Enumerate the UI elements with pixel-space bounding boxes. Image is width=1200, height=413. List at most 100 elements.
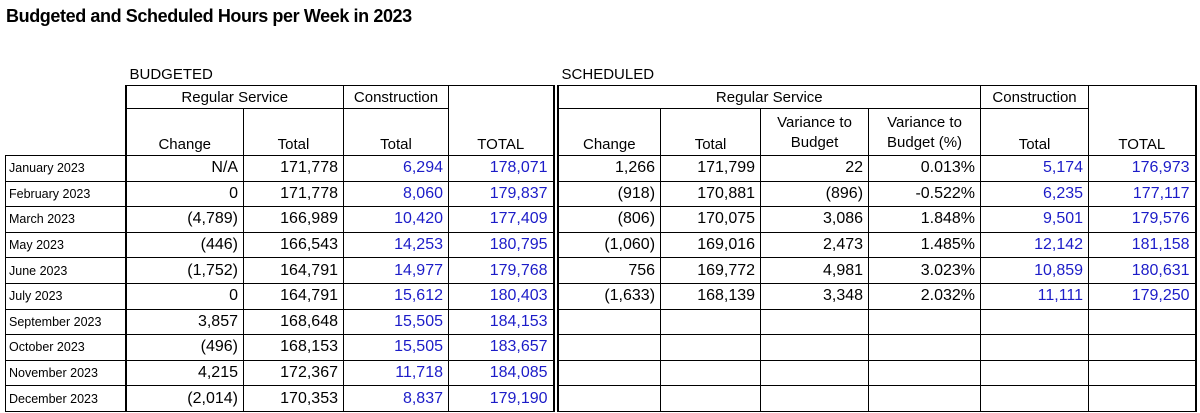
hours-table: BUDGETED SCHEDULED Regular Service Const…: [5, 56, 1197, 412]
budgeted-cell: 10,420: [343, 206, 449, 233]
scheduled-cell: [868, 359, 982, 387]
title: Budgeted and Scheduled Hours per Week in…: [6, 6, 412, 26]
month-label: December 2023: [5, 385, 126, 412]
scheduled-cell: [868, 334, 982, 361]
scheduled-cell: 756: [556, 257, 662, 284]
scheduled-cell: 10,859: [980, 257, 1090, 284]
budgeted-cell: 3,857: [124, 308, 244, 336]
scheduled-cell: (806): [556, 206, 662, 233]
scheduled-cell: (1,633): [556, 282, 662, 310]
budgeted-cell: 184,153: [447, 308, 555, 336]
column-header: Total: [243, 108, 344, 156]
month-label: September 2023: [5, 308, 126, 336]
budgeted-cell: 179,190: [447, 385, 555, 412]
budgeted-cell: 6,294: [343, 155, 449, 182]
data-row: December 2023 (2,014) 170,353 8,837 179,190: [5, 385, 1197, 412]
scheduled-cell: 170,075: [660, 206, 762, 233]
budgeted-cell: 15,505: [343, 334, 449, 361]
month-label: January 2023: [5, 155, 126, 182]
column-header: Total: [343, 108, 449, 156]
scheduled-cell: [660, 359, 762, 387]
budgeted-cell: 14,253: [343, 231, 449, 259]
budgeted-cell: 14,977: [343, 257, 449, 284]
group-header: Construction: [980, 85, 1090, 109]
scheduled-cell: 12,142: [980, 231, 1090, 259]
scheduled-cell: 171,799: [660, 155, 762, 182]
scheduled-cell: 3,086: [760, 206, 870, 233]
scheduled-cell: [556, 385, 662, 412]
scheduled-cell: 1.485%: [868, 231, 982, 259]
scheduled-cell: 9,501: [980, 206, 1090, 233]
scheduled-cell: 168,139: [660, 282, 762, 310]
scheduled-cell: 1,266: [556, 155, 662, 182]
budgeted-cell: N/A: [124, 155, 244, 182]
budgeted-cell: 0: [124, 180, 244, 208]
scheduled-cell: [868, 308, 982, 336]
section-label: SCHEDULED: [561, 66, 655, 83]
scheduled-cell: 1.848%: [868, 206, 982, 233]
budgeted-cell: 171,778: [243, 180, 344, 208]
budgeted-cell: 170,353: [243, 385, 344, 412]
scheduled-cell: 11,111: [980, 282, 1090, 310]
budgeted-cell: 184,085: [447, 359, 555, 387]
budgeted-cell: 179,837: [447, 180, 555, 208]
budgeted-cell: 183,657: [447, 334, 555, 361]
budgeted-cell: (446): [124, 231, 244, 259]
month-label: February 2023: [5, 180, 126, 208]
budgeted-cell: 8,060: [343, 180, 449, 208]
scheduled-cell: 6,235: [980, 180, 1090, 208]
column-header: Total: [660, 108, 762, 156]
group-header-row: Regular Service Construction TOTAL Regul…: [6, 85, 1197, 156]
budgeted-cell: 179,768: [447, 257, 555, 284]
data-row: July 2023 0 164,791 15,612 180,403 (1,633) 168…: [5, 282, 1197, 310]
scheduled-cell: (1,060): [556, 231, 662, 259]
scheduled-cell: 176,973: [1088, 155, 1197, 182]
table-body: BUDGETED SCHEDULED Regular Service Const…: [5, 56, 1197, 412]
budgeted-cell: 8,837: [343, 385, 449, 412]
scheduled-cell: 22: [760, 155, 870, 182]
scheduled-cell: [980, 359, 1090, 387]
data-row: June 2023 (1,752) 164,791 14,977 179,768 756 1…: [5, 257, 1197, 284]
scheduled-cell: [556, 334, 662, 361]
scheduled-cell: -0.522%: [868, 180, 982, 208]
budgeted-cell: 180,403: [447, 282, 555, 310]
budgeted-cell: 4,215: [124, 359, 244, 387]
budgeted-cell: 171,778: [243, 155, 344, 182]
month-label: October 2023: [5, 334, 126, 361]
budgeted-cell: (496): [124, 334, 244, 361]
scheduled-cell: 2,473: [760, 231, 870, 259]
scheduled-cell: [760, 359, 870, 387]
group-header: Construction: [343, 85, 449, 109]
budgeted-cell: 0: [124, 282, 244, 310]
group-header: Regular Service: [124, 85, 344, 109]
section-row: BUDGETED SCHEDULED: [6, 56, 1196, 86]
scheduled-cell: 170,881: [660, 180, 762, 208]
scheduled-cell: [980, 334, 1090, 361]
budgeted-cell: 180,795: [447, 231, 555, 259]
budgeted-cell: (2,014): [124, 385, 244, 412]
scheduled-cell: [980, 385, 1090, 412]
budgeted-cell: 172,367: [243, 359, 344, 387]
scheduled-cell: 177,117: [1088, 180, 1197, 208]
scheduled-cell: 181,158: [1088, 231, 1197, 259]
column-header: TOTAL: [1088, 85, 1197, 156]
column-header: Change: [124, 108, 244, 156]
data-row: May 2023 (446) 166,543 14,253 180,795 (1,060)…: [5, 231, 1197, 259]
budgeted-cell: (4,789): [124, 206, 244, 233]
budgeted-cell: 166,543: [243, 231, 344, 259]
scheduled-cell: [1088, 385, 1197, 412]
budgeted-cell: 15,505: [343, 308, 449, 336]
data-row: February 2023 0 171,778 8,060 179,837 (918) 17…: [5, 180, 1197, 208]
scheduled-cell: [760, 308, 870, 336]
budgeted-cell: 177,409: [447, 206, 555, 233]
scheduled-cell: [1088, 334, 1197, 361]
scheduled-cell: [660, 308, 762, 336]
scheduled-cell: [1088, 308, 1197, 336]
scheduled-cell: [660, 385, 762, 412]
budgeted-cell: (1,752): [124, 257, 244, 284]
scheduled-cell: [660, 334, 762, 361]
column-header-row: Change Total Total Change Total Variance…: [5, 108, 1196, 156]
scheduled-cell: 179,576: [1088, 206, 1197, 233]
data-row: October 2023 (496) 168,153 15,505 183,657: [5, 334, 1197, 361]
